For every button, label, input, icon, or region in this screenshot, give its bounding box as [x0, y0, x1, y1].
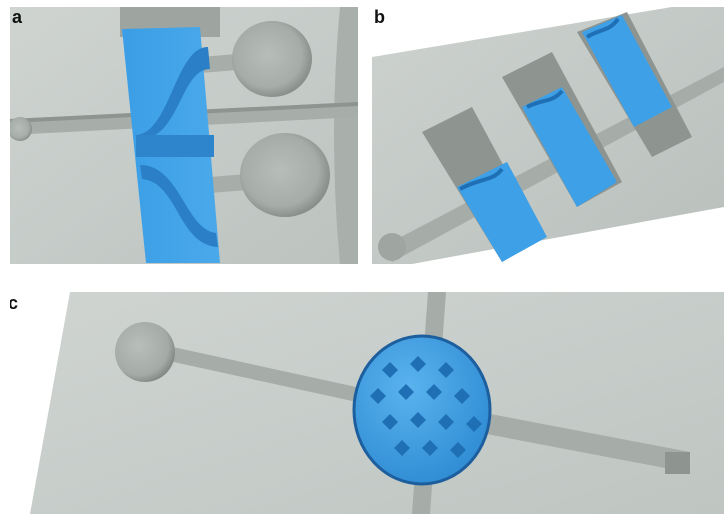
panel-c-render — [10, 292, 724, 514]
outlet-end — [665, 452, 690, 474]
reservoir-well-bottom — [240, 133, 330, 217]
inlet-well — [115, 322, 175, 382]
panel-a-render — [10, 7, 358, 264]
s-ramp-top — [135, 47, 210, 139]
inlet-well — [10, 117, 32, 141]
reservoir-well-top — [232, 21, 312, 97]
inlet-channel — [146, 342, 370, 404]
blue-insert-1 — [457, 162, 547, 262]
panel-c: c — [10, 292, 724, 514]
pillar-array — [370, 356, 482, 458]
panel-b-render — [372, 7, 724, 264]
panel-a: a — [10, 7, 358, 264]
right-well-edge — [334, 7, 358, 264]
panel-label-b: b — [374, 7, 385, 27]
panel-label-a: a — [12, 7, 23, 27]
blue-insert-3 — [582, 15, 672, 127]
s-ramp-bottom — [140, 165, 218, 247]
outlet-channel — [476, 412, 690, 472]
panel-b: b — [372, 7, 724, 264]
insert-slot — [136, 135, 214, 157]
panel-label-c: c — [10, 293, 19, 313]
inlet-well — [378, 233, 406, 261]
blue-insert-2 — [522, 87, 617, 207]
